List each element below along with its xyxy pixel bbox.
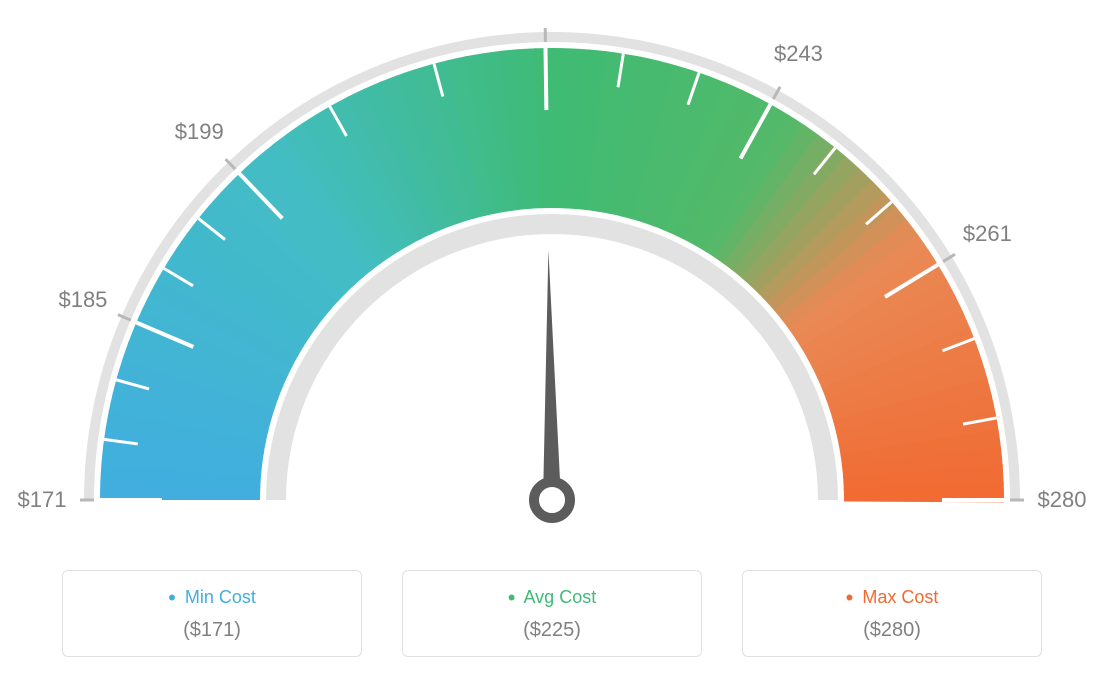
- gauge-tick-label: $225: [520, 0, 569, 3]
- legend: • Min Cost ($171) • Avg Cost ($225) • Ma…: [0, 560, 1104, 657]
- legend-min-dot: •: [168, 585, 176, 610]
- legend-avg: • Avg Cost ($225): [402, 570, 702, 657]
- legend-min-value: ($171): [73, 619, 351, 642]
- legend-avg-dot: •: [508, 585, 516, 610]
- legend-avg-label: Avg Cost: [524, 587, 597, 607]
- gauge-tick-label: $185: [58, 287, 107, 313]
- gauge-tick-label: $171: [18, 487, 67, 513]
- legend-min-label: Min Cost: [185, 587, 256, 607]
- gauge-tick-label: $199: [175, 119, 224, 145]
- legend-max-value: ($280): [753, 619, 1031, 642]
- legend-min: • Min Cost ($171): [62, 570, 362, 657]
- legend-avg-value: ($225): [413, 619, 691, 642]
- legend-max-label: Max Cost: [862, 587, 938, 607]
- gauge-tick-label: $243: [774, 41, 823, 67]
- gauge-svg: [0, 0, 1104, 560]
- legend-max-dot: •: [846, 585, 854, 610]
- legend-max-title: • Max Cost: [753, 585, 1031, 611]
- legend-avg-title: • Avg Cost: [413, 585, 691, 611]
- legend-min-title: • Min Cost: [73, 585, 351, 611]
- gauge-chart: $171 $185 $199 $225 $243 $261 $280: [0, 0, 1104, 560]
- legend-max: • Max Cost ($280): [742, 570, 1042, 657]
- gauge-tick-label: $280: [1038, 487, 1087, 513]
- gauge-tick-label: $261: [963, 221, 1012, 247]
